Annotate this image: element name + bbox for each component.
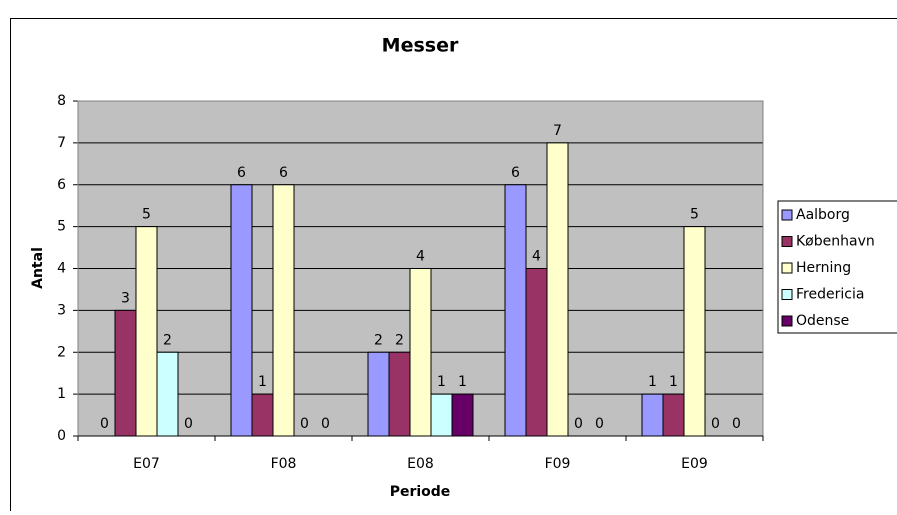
data-label: 0 (574, 416, 583, 432)
bar (526, 269, 547, 437)
legend-swatch (782, 263, 792, 273)
bar (663, 394, 684, 436)
y-tick-label: 4 (57, 261, 66, 277)
data-label: 1 (669, 374, 678, 390)
bar (684, 227, 705, 436)
data-label: 5 (142, 207, 151, 223)
x-tick-label: F09 (545, 456, 571, 472)
data-label: 0 (732, 416, 741, 432)
bar (252, 394, 273, 436)
y-tick-label: 6 (57, 177, 66, 193)
legend-label: Herning (796, 260, 851, 276)
bar (505, 185, 526, 436)
legend-label: Aalborg (796, 207, 850, 223)
data-label: 4 (416, 249, 425, 265)
bar (642, 394, 663, 436)
legend-swatch (782, 210, 792, 220)
y-tick-label: 1 (57, 386, 66, 402)
bar (136, 227, 157, 436)
x-tick-label: E09 (681, 456, 708, 472)
chart-title: Messer (382, 35, 459, 57)
y-tick-label: 3 (57, 302, 66, 318)
data-label: 0 (595, 416, 604, 432)
bar (157, 352, 178, 436)
legend-label: Fredericia (796, 287, 864, 303)
x-tick-label: E07 (133, 456, 160, 472)
y-tick-label: 7 (57, 135, 66, 151)
bar (368, 352, 389, 436)
data-label: 0 (711, 416, 720, 432)
data-label: 1 (437, 374, 446, 390)
data-label: 7 (553, 123, 562, 139)
legend-swatch (782, 316, 792, 326)
data-label: 3 (121, 290, 130, 306)
data-label: 0 (300, 416, 309, 432)
data-label: 2 (163, 332, 172, 348)
bar (115, 310, 136, 436)
legend-label: København (796, 234, 875, 250)
legend-swatch (782, 290, 792, 300)
data-label: 2 (374, 332, 383, 348)
legend-label: Odense (796, 313, 849, 329)
y-tick-label: 5 (57, 219, 66, 235)
bar (547, 143, 568, 436)
x-axis-label: Periode (390, 484, 451, 500)
bar (452, 394, 473, 436)
data-label: 0 (321, 416, 330, 432)
bar (389, 352, 410, 436)
legend-swatch (782, 237, 792, 247)
x-tick-label: E08 (407, 456, 434, 472)
y-tick-label: 8 (57, 93, 66, 109)
y-tick-label: 0 (57, 428, 66, 444)
data-label: 6 (511, 165, 520, 181)
data-label: 2 (395, 332, 404, 348)
bar (410, 269, 431, 437)
data-label: 1 (648, 374, 657, 390)
data-label: 4 (532, 249, 541, 265)
data-label: 1 (458, 374, 467, 390)
x-tick-label: F08 (271, 456, 297, 472)
data-label: 6 (279, 165, 288, 181)
y-tick-label: 2 (57, 344, 66, 360)
bar (431, 394, 452, 436)
data-label: 0 (184, 416, 193, 432)
data-label: 6 (237, 165, 246, 181)
data-label: 5 (690, 207, 699, 223)
data-label: 1 (258, 374, 267, 390)
y-axis-label: Antal (30, 247, 46, 289)
bar (231, 185, 252, 436)
data-label: 0 (100, 416, 109, 432)
bar (273, 185, 294, 436)
